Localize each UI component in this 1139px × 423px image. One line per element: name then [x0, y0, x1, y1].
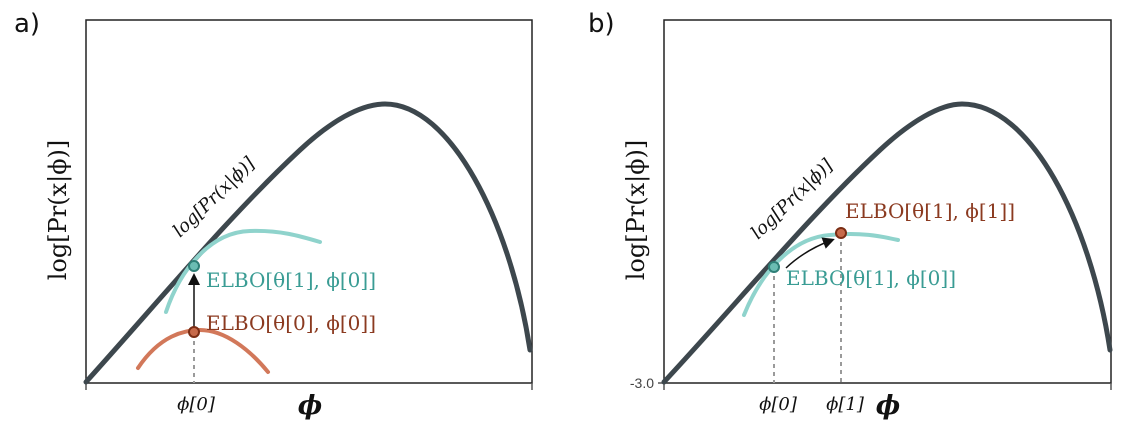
panel-b-point-theta1-phi1	[835, 227, 847, 239]
panel-a-elbo-theta0-curve	[136, 327, 270, 374]
panel-b-elbo-theta1-curve	[742, 231, 900, 317]
panel-a-elbo-theta1-curve	[164, 228, 322, 314]
panel-b-label: b)	[588, 9, 615, 39]
panel-a-point-theta0-phi0	[188, 326, 200, 338]
panel-b-x-tick-phi0: ϕ[0]	[759, 394, 798, 415]
panel-a-frame	[85, 19, 533, 384]
panel-a: a) log[Pr(x|ϕ)] ELBO[θ[1], ϕ[0]] ELBO[θ[…	[14, 9, 533, 421]
panel-b-elbo-bottom-label: ELBO[θ[1], ϕ[0]]	[786, 266, 956, 290]
panel-a-label: a)	[14, 9, 40, 39]
panel-a-point-theta1-phi0	[188, 260, 200, 272]
panel-a-elbo-bottom-label: ELBO[θ[0], ϕ[0]]	[206, 311, 376, 335]
panel-b: b) -3.0 log[Pr(x|ϕ)] ELBO[θ[1], ϕ[1]] EL…	[588, 9, 1113, 421]
panel-a-x-axis-label: ϕ	[298, 391, 322, 421]
panel-a-elbo-top-label: ELBO[θ[1], ϕ[0]]	[206, 268, 376, 292]
panel-b-y-tick-label: -3.0	[630, 375, 654, 391]
panel-b-elbo-top-label: ELBO[θ[1], ϕ[1]]	[845, 199, 1015, 223]
panel-b-x-tick-phi1: ϕ[1]	[826, 394, 865, 415]
panel-b-curve-label: log[Pr(x|ϕ)]	[747, 155, 838, 244]
panel-b-log-likelihood-curve	[661, 101, 1113, 385]
panel-b-y-axis-label: log[Pr(x|ϕ)]	[622, 140, 651, 281]
panel-b-frame	[663, 19, 1112, 384]
panel-a-x-tick-phi0: ϕ[0]	[177, 394, 216, 415]
panel-a-log-likelihood-curve	[83, 101, 533, 385]
panel-b-point-theta1-phi0	[768, 261, 780, 273]
panel-a-y-axis-label: log[Pr(x|ϕ)]	[44, 140, 73, 281]
panel-b-x-axis-label: ϕ	[876, 391, 900, 421]
panel-b-update-arrow	[785, 237, 835, 269]
panel-a-curve-label: log[Pr(x|ϕ)]	[169, 153, 260, 242]
